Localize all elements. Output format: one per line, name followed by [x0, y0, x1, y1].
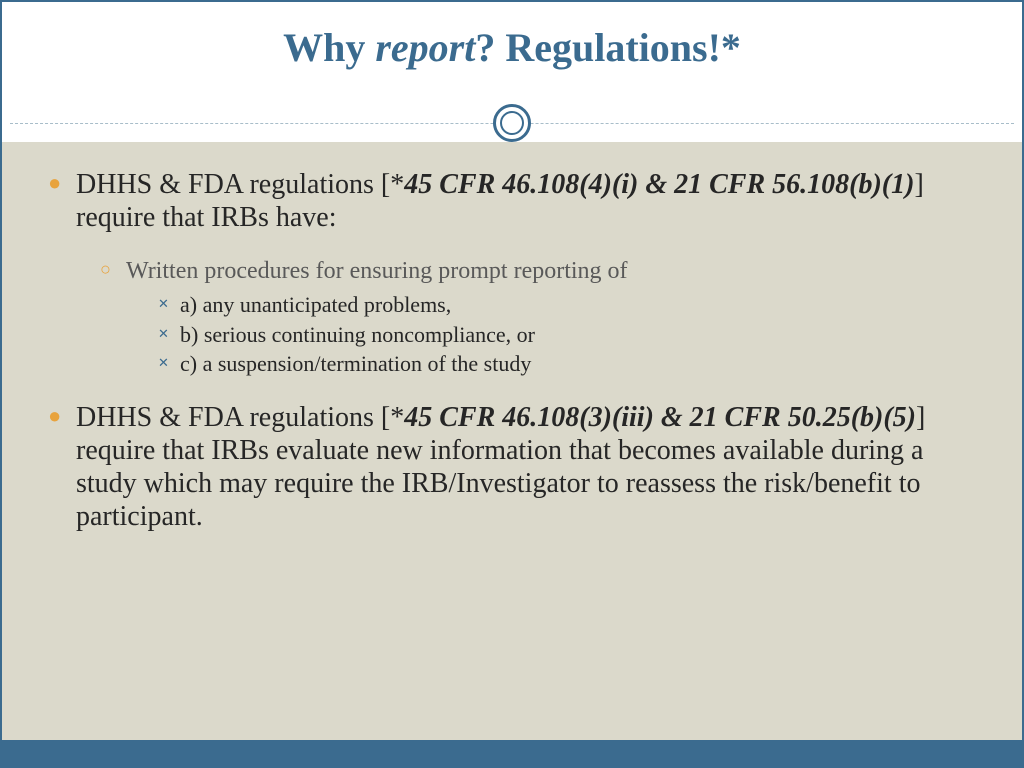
bracket-open: [*: [381, 169, 404, 200]
bracket-open: [*: [381, 402, 404, 433]
sub-bullet-list: Written procedures for ensuring prompt r…: [96, 256, 982, 379]
slide: Why report? Regulations!* DHHS & FDA reg…: [0, 0, 1024, 768]
title-part3: ? Regulations!*: [475, 25, 741, 70]
bullet-item: DHHS & FDA regulations [*45 CFR 46.108(3…: [42, 401, 982, 533]
bullet-list: DHHS & FDA regulations [*45 CFR 46.108(4…: [42, 168, 982, 533]
header: Why report? Regulations!*: [2, 2, 1022, 142]
bullet-lead: DHHS & FDA regulations: [76, 402, 381, 433]
body: DHHS & FDA regulations [*45 CFR 46.108(4…: [2, 142, 1022, 740]
divider-circle-icon: [493, 104, 531, 142]
subsub-bullet-item: c) a suspension/termination of the study: [154, 349, 982, 379]
bullet-item: DHHS & FDA regulations [*45 CFR 46.108(4…: [42, 168, 982, 379]
sub-bullet-item: Written procedures for ensuring prompt r…: [96, 256, 982, 379]
citation: 45 CFR 46.108(4)(i) & 21 CFR 56.108(b)(1…: [404, 169, 914, 200]
title-italic: report: [375, 25, 475, 70]
bracket-close: ]: [914, 169, 923, 200]
bracket-close: ]: [916, 402, 925, 433]
bullet-lead: DHHS & FDA regulations: [76, 169, 381, 200]
footer-bar: [2, 740, 1022, 766]
bullet-tail: require that IRBs evaluate new informati…: [76, 435, 923, 532]
divider-circle-inner-icon: [500, 111, 524, 135]
slide-title: Why report? Regulations!*: [2, 24, 1022, 71]
title-part1: Why: [283, 25, 375, 70]
citation: 45 CFR 46.108(3)(iii) & 21 CFR 50.25(b)(…: [404, 402, 916, 433]
bullet-tail: require that IRBs have:: [76, 202, 336, 233]
subsub-bullet-list: a) any unanticipated problems, b) seriou…: [154, 290, 982, 379]
subsub-bullet-item: a) any unanticipated problems,: [154, 290, 982, 320]
sub-bullet-text: Written procedures for ensuring prompt r…: [126, 258, 628, 284]
subsub-bullet-item: b) serious continuing noncompliance, or: [154, 320, 982, 350]
